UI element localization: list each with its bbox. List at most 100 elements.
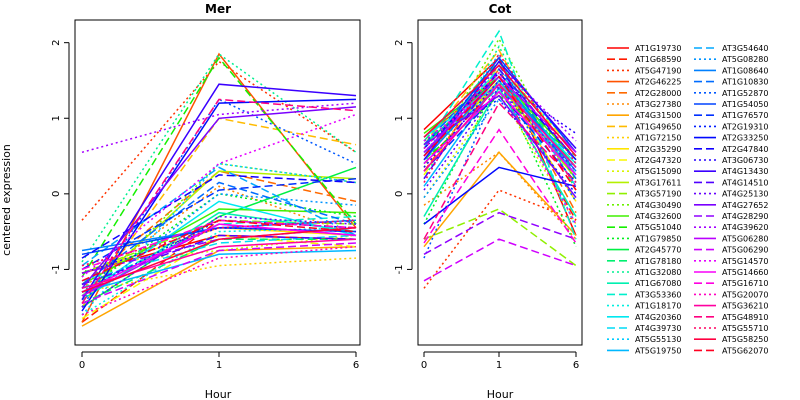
legend-label: AT5G06280 [722, 234, 768, 243]
y-tick-label: 0 [51, 191, 62, 197]
series-line-at4g27652 [423, 94, 577, 199]
legend-label: AT4G39620 [722, 223, 768, 232]
legend-label: AT2G46225 [635, 78, 681, 87]
series-line-at2g46225 [81, 52, 357, 323]
series-line-at2g47840 [81, 174, 357, 259]
legend-label: AT3G57190 [635, 190, 681, 199]
legend-label: AT2G33250 [722, 134, 768, 143]
series-line-at5g55130 [81, 162, 357, 316]
legend-label: AT3G06730 [722, 156, 768, 165]
legend-label: AT1G79850 [635, 234, 681, 243]
y-tick-label: -1 [51, 264, 62, 274]
legend-label: AT1G67080 [635, 279, 681, 288]
y-tick-label: 0 [394, 191, 405, 197]
legend-label: AT5G47190 [635, 66, 681, 75]
legend-label: AT1G08640 [722, 66, 768, 75]
y-tick-label: -1 [394, 264, 405, 274]
series-line-at1g18170 [81, 227, 357, 316]
series-line-at5g48910 [423, 101, 577, 240]
legend-label: AT2G19310 [722, 122, 768, 131]
legend-label: AT3G53360 [635, 290, 681, 299]
legend-label: AT5G16710 [722, 279, 768, 288]
y-tick-label: 2 [394, 39, 405, 45]
series-line-at2g33250 [423, 166, 577, 225]
legend-label: AT4G20360 [635, 313, 681, 322]
legend-label: AT1G19730 [635, 44, 681, 53]
legend-label: AT4G31500 [635, 111, 681, 120]
series-line-at5g19750 [423, 79, 577, 187]
series-line-at2g45770 [81, 166, 357, 308]
series-line-at3g53360 [423, 29, 577, 240]
series-line-at4g27652 [81, 106, 357, 289]
series-line-at5g48910 [81, 98, 357, 304]
y-axis-title: centered expression [0, 144, 13, 256]
series-line-at5g16710 [423, 128, 577, 244]
legend-label: AT5G55710 [722, 324, 768, 333]
series-line-at4g39730 [81, 234, 357, 282]
legend-label: AT1G76570 [722, 111, 768, 120]
series-line-at5g62070 [81, 219, 357, 282]
x-tick-label: 1 [496, 360, 502, 371]
series-line-at5g14570 [81, 113, 357, 278]
series-line-at2g28000 [81, 170, 357, 286]
series-line-at3g54640 [81, 166, 357, 267]
legend-label: AT4G14510 [722, 178, 768, 187]
series-line-at4g14510 [81, 234, 357, 286]
legend-label: AT2G47320 [635, 156, 681, 165]
panel-title-cot: Cot [489, 2, 512, 16]
series-line-at4g28290 [423, 211, 577, 255]
legend-label: AT5G58250 [722, 335, 768, 344]
series-line-at3g57190 [423, 208, 577, 267]
series-line-at1g32080 [81, 52, 357, 263]
panel-mer: Mer Hour 0 1 6 2 1 0 -1 [51, 2, 361, 400]
x-tick-label: 0 [421, 360, 427, 371]
legend-label: AT2G47840 [722, 145, 768, 154]
legend-label: AT1G18170 [635, 302, 681, 311]
legend-label: AT1G54050 [722, 100, 768, 109]
legend-label: AT4G13430 [722, 167, 768, 176]
legend-label: AT5G14570 [722, 257, 768, 266]
legend-label: AT1G10830 [722, 78, 768, 87]
legend-label: AT1G52870 [722, 89, 768, 98]
series-line-at4g31500 [423, 151, 577, 248]
y-tick-label: 1 [394, 115, 405, 121]
legend-label: AT3G54640 [722, 44, 768, 53]
legend-label: AT5G19750 [635, 346, 681, 355]
series-line-at1g72150 [81, 257, 357, 293]
legend-label: AT4G32600 [635, 212, 681, 221]
legend-label: AT3G17611 [635, 178, 681, 187]
series-line-at5g58250 [81, 227, 357, 293]
series-line-at5g06290 [81, 242, 357, 305]
legend-label: AT5G14660 [722, 268, 768, 277]
legend-label: AT5G15090 [635, 167, 681, 176]
plot-frame-mer [74, 19, 361, 346]
legend-label: AT2G28000 [635, 89, 681, 98]
legend-label: AT1G49650 [635, 122, 681, 131]
legend: AT1G19730 AT1G68590 AT5G47190 AT2G46225 AT2G… [607, 44, 768, 355]
legend-label: AT5G55130 [635, 335, 681, 344]
series-line-at5g36210 [423, 83, 577, 172]
series-line-at1g18170 [423, 68, 577, 153]
legend-label: AT5G06290 [722, 246, 768, 255]
series-line-at1g10830 [81, 181, 357, 286]
legend-label: AT2G45770 [635, 246, 681, 255]
plot-frame-cot [417, 19, 583, 346]
series-line-at5g14570 [423, 83, 577, 225]
series-line-at1g79850 [423, 78, 577, 248]
legend-label: AT1G68590 [635, 55, 681, 64]
legend-label: AT5G51040 [635, 223, 681, 232]
series-line-at1g32080 [423, 44, 577, 191]
legend-label: AT5G20070 [722, 290, 768, 299]
series-line-at3g06730 [81, 227, 357, 274]
panel-title-mer: Mer [205, 2, 231, 16]
legend-label: AT5G08280 [722, 55, 768, 64]
series-line-at4g25130 [81, 215, 357, 308]
series-line-at5g06290 [423, 238, 577, 282]
legend-label: AT4G25130 [722, 190, 768, 199]
x-axis-title-mer: Hour [205, 388, 232, 400]
panel-cot: Cot Hour 0 1 6 2 1 0 -1 [394, 2, 583, 400]
series-line-at5g47190 [423, 189, 577, 289]
y-tick-label: 2 [51, 39, 62, 45]
legend-label: AT1G32080 [635, 268, 681, 277]
